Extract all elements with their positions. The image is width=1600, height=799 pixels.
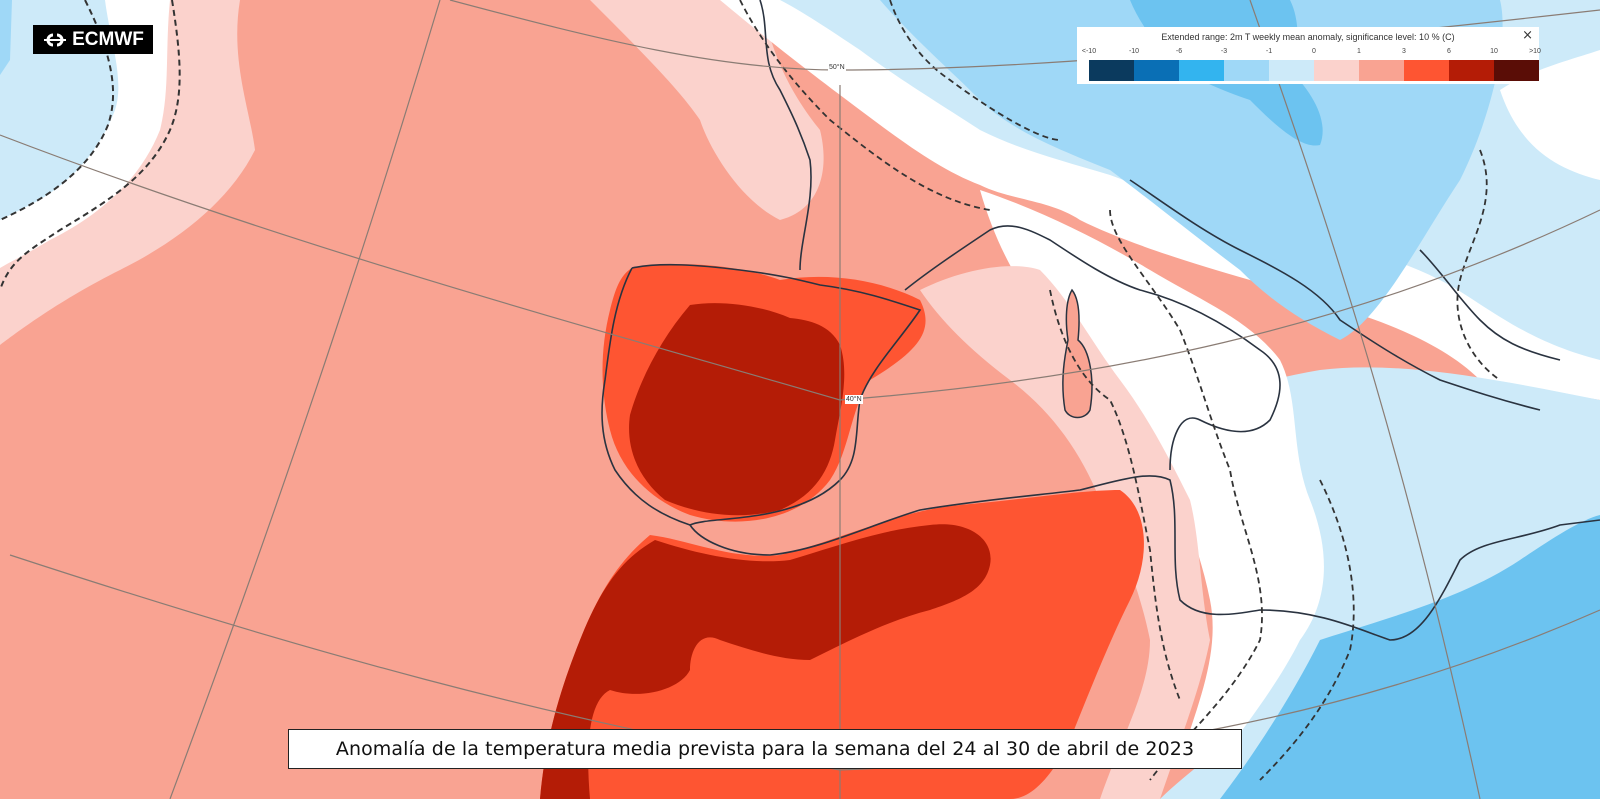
legend-swatch xyxy=(1269,60,1314,81)
significance-contours xyxy=(739,0,1501,781)
legend-close-icon[interactable]: × xyxy=(1522,28,1533,43)
ecmwf-logo: ECMWF xyxy=(33,25,153,54)
ecmwf-logo-mark-icon xyxy=(42,32,68,48)
legend-ticks: <-10 -10 -6 -3 -1 0 1 3 6 10 >10 xyxy=(1082,48,1541,58)
atlantic-significance-contour-2 xyxy=(0,0,181,291)
legend-tick: >10 xyxy=(1529,48,1541,55)
legend-tick: -10 xyxy=(1128,48,1140,55)
central-europe-colder xyxy=(880,0,1503,340)
legend-tick: 0 xyxy=(1312,48,1316,55)
libya-egypt-blue xyxy=(1220,515,1600,799)
ecmwf-logo-text: ECMWF xyxy=(72,28,144,50)
coastlines xyxy=(601,0,1600,641)
atlantic-cold-region xyxy=(0,0,119,220)
biscay-light-pink xyxy=(590,0,824,220)
iberia-dark-red-region xyxy=(629,303,845,516)
legend-tick: 3 xyxy=(1402,48,1406,55)
legend-tick: <-10 xyxy=(1081,48,1097,55)
legend-swatch xyxy=(1134,60,1179,81)
latitude-label-50n: 50°N xyxy=(828,63,846,72)
legend-swatch xyxy=(1179,60,1224,81)
legend-tick: 1 xyxy=(1357,48,1361,55)
latitude-label-40n: 40°N xyxy=(845,395,863,404)
color-legend: Extended range: 2m T weekly mean anomaly… xyxy=(1077,27,1541,84)
legend-swatch xyxy=(1089,60,1134,81)
legend-swatch xyxy=(1224,60,1269,81)
north-africa-dark-red-region xyxy=(540,524,991,799)
legend-tick: 6 xyxy=(1447,48,1451,55)
legend-swatch xyxy=(1314,60,1359,81)
caption-text: Anomalía de la temperatura media previst… xyxy=(335,738,1195,760)
legend-color-bar xyxy=(1089,60,1539,81)
legend-tick: 10 xyxy=(1490,48,1498,55)
map-caption: Anomalía de la temperatura media previst… xyxy=(288,729,1242,769)
legend-swatch xyxy=(1404,60,1449,81)
legend-title: Extended range: 2m T weekly mean anomaly… xyxy=(1161,32,1455,42)
atlantic-colder-region xyxy=(0,0,12,75)
legend-tick: -3 xyxy=(1220,48,1228,55)
corsica-sardinia xyxy=(1062,288,1093,419)
legend-swatch xyxy=(1494,60,1539,81)
legend-tick: -6 xyxy=(1175,48,1183,55)
atlantic-significance-contour xyxy=(0,0,114,221)
legend-swatch xyxy=(1359,60,1404,81)
legend-tick: -1 xyxy=(1265,48,1273,55)
legend-swatch xyxy=(1449,60,1494,81)
